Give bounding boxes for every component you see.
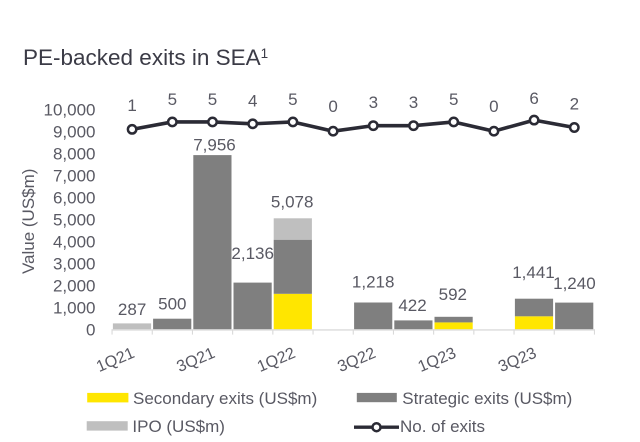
svg-text:0: 0 <box>489 97 498 116</box>
svg-text:2,136: 2,136 <box>231 244 274 263</box>
svg-text:2,000: 2,000 <box>53 277 96 296</box>
svg-text:3,000: 3,000 <box>53 255 96 274</box>
svg-text:1,240: 1,240 <box>553 274 596 293</box>
svg-text:5,000: 5,000 <box>53 211 96 230</box>
svg-text:6: 6 <box>529 89 538 108</box>
svg-text:5: 5 <box>168 90 177 109</box>
svg-text:10,000: 10,000 <box>44 101 96 120</box>
svg-text:Value (US$m): Value (US$m) <box>19 169 38 274</box>
svg-text:No. of exits: No. of exits <box>400 417 485 436</box>
svg-text:0: 0 <box>86 321 95 340</box>
svg-text:4,000: 4,000 <box>53 233 96 252</box>
svg-text:2: 2 <box>570 94 579 113</box>
svg-text:7,956: 7,956 <box>193 136 236 155</box>
svg-text:6,000: 6,000 <box>53 189 96 208</box>
svg-text:1,218: 1,218 <box>352 273 395 292</box>
svg-text:287: 287 <box>118 300 146 319</box>
svg-text:1: 1 <box>127 96 136 115</box>
svg-text:0: 0 <box>328 97 337 116</box>
svg-text:592: 592 <box>439 285 467 304</box>
svg-text:Strategic exits (US$m): Strategic exits (US$m) <box>402 389 572 408</box>
svg-text:PE-backed exits in SEA1: PE-backed exits in SEA1 <box>23 45 268 70</box>
svg-text:IPO (US$m): IPO (US$m) <box>132 417 225 436</box>
svg-text:5,078: 5,078 <box>271 193 314 212</box>
svg-text:4: 4 <box>248 92 257 111</box>
svg-text:3: 3 <box>369 93 378 112</box>
svg-text:500: 500 <box>158 295 186 314</box>
svg-text:3: 3 <box>409 93 418 112</box>
svg-text:Secondary exits (US$m): Secondary exits (US$m) <box>133 389 317 408</box>
svg-text:8,000: 8,000 <box>53 145 96 164</box>
svg-text:422: 422 <box>398 296 426 315</box>
svg-text:5: 5 <box>288 90 297 109</box>
svg-text:7,000: 7,000 <box>53 167 96 186</box>
svg-text:1,441: 1,441 <box>512 263 555 282</box>
svg-text:5: 5 <box>208 90 217 109</box>
svg-text:9,000: 9,000 <box>53 123 96 142</box>
svg-text:5: 5 <box>449 90 458 109</box>
svg-text:1,000: 1,000 <box>53 299 96 318</box>
